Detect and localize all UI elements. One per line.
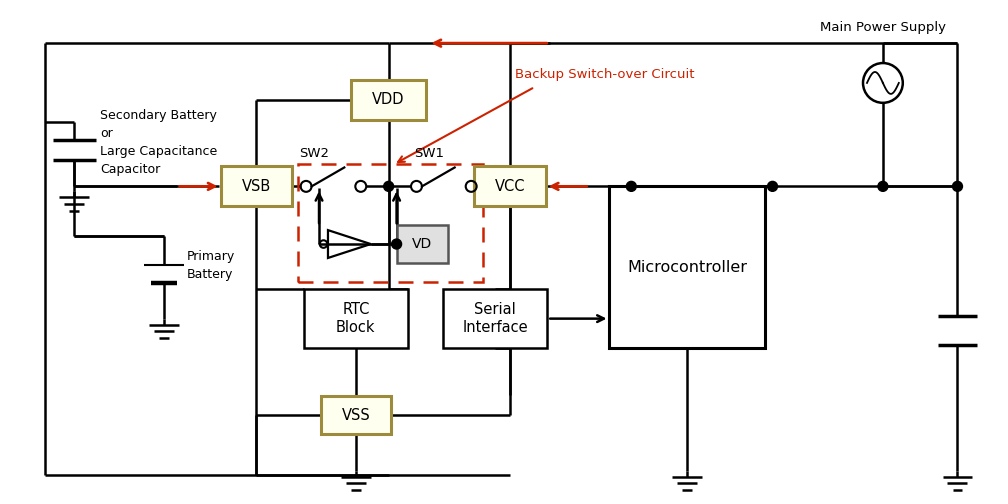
Text: Primary
Battery: Primary Battery — [186, 250, 235, 281]
Circle shape — [384, 181, 393, 192]
Bar — [303, 289, 408, 348]
Text: VSS: VSS — [342, 408, 370, 422]
Text: Backup Switch-over Circuit: Backup Switch-over Circuit — [515, 69, 695, 82]
Bar — [298, 164, 483, 282]
Text: VD: VD — [412, 237, 432, 251]
Text: SW1: SW1 — [414, 147, 445, 160]
Bar — [474, 166, 545, 206]
Circle shape — [392, 239, 401, 249]
Text: Serial
Interface: Serial Interface — [463, 302, 528, 335]
Bar — [396, 225, 449, 263]
Circle shape — [953, 181, 963, 192]
Text: Secondary Battery
or
Large Capacitance
Capacitor: Secondary Battery or Large Capacitance C… — [100, 109, 218, 176]
Text: SW2: SW2 — [299, 147, 329, 160]
Bar — [443, 289, 547, 348]
Text: RTC
Block: RTC Block — [336, 302, 376, 335]
Circle shape — [626, 181, 636, 192]
Text: VCC: VCC — [495, 179, 525, 194]
Text: Microcontroller: Microcontroller — [627, 260, 747, 275]
Bar — [321, 396, 391, 434]
Text: Main Power Supply: Main Power Supply — [820, 21, 946, 34]
Bar — [221, 166, 292, 206]
Bar — [610, 186, 764, 348]
Circle shape — [878, 181, 888, 192]
Text: VSB: VSB — [242, 179, 271, 194]
Bar — [351, 80, 426, 120]
Text: VDD: VDD — [372, 92, 405, 107]
Circle shape — [767, 181, 777, 192]
